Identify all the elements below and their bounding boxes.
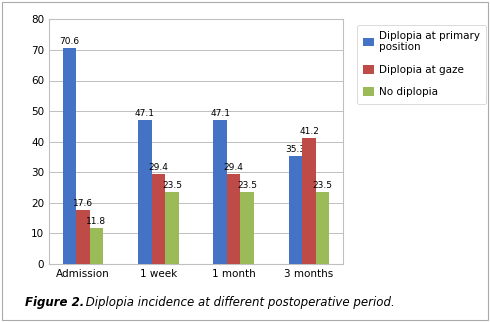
Bar xyxy=(138,120,151,264)
Bar xyxy=(289,156,302,264)
Text: 41.2: 41.2 xyxy=(299,127,319,136)
Bar xyxy=(165,192,179,264)
Text: 23.5: 23.5 xyxy=(162,181,182,190)
Bar xyxy=(90,228,103,264)
Text: 70.6: 70.6 xyxy=(59,37,79,46)
Text: 29.4: 29.4 xyxy=(148,163,168,172)
Text: 47.1: 47.1 xyxy=(135,109,155,118)
Bar xyxy=(76,210,90,264)
Text: 17.6: 17.6 xyxy=(73,199,93,208)
Bar xyxy=(227,174,241,264)
Text: Diplopia incidence at different postoperative period.: Diplopia incidence at different postoper… xyxy=(82,296,395,309)
Text: 23.5: 23.5 xyxy=(237,181,257,190)
Bar xyxy=(213,120,227,264)
Text: 11.8: 11.8 xyxy=(86,217,106,226)
Bar xyxy=(63,48,76,264)
Text: 35.3: 35.3 xyxy=(286,145,306,154)
Bar xyxy=(241,192,254,264)
Bar xyxy=(302,138,316,264)
Text: 23.5: 23.5 xyxy=(313,181,333,190)
Text: 47.1: 47.1 xyxy=(210,109,230,118)
Text: 29.4: 29.4 xyxy=(224,163,244,172)
Bar xyxy=(316,192,329,264)
Bar xyxy=(151,174,165,264)
Text: Figure 2.: Figure 2. xyxy=(24,296,84,309)
Legend: Diplopia at primary
position, Diplopia at gaze, No diplopia: Diplopia at primary position, Diplopia a… xyxy=(357,24,486,104)
